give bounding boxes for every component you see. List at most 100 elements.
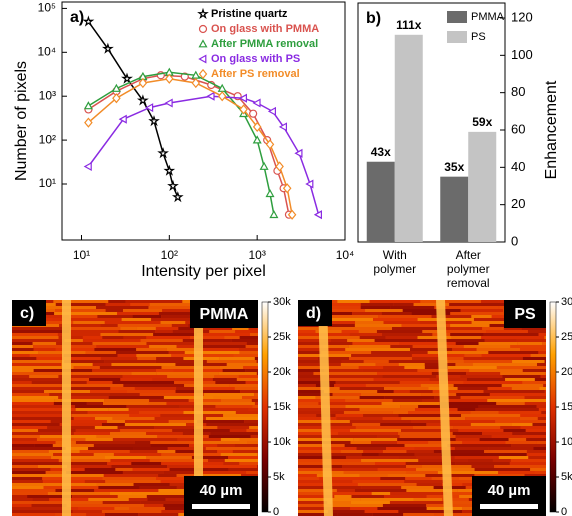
image-stripe: [176, 345, 195, 348]
image-stripe: [12, 333, 58, 336]
y-tick-label: 80: [511, 84, 525, 99]
image-stripe: [341, 360, 364, 363]
data-point: [118, 114, 127, 124]
image-stripe: [434, 513, 496, 516]
image-stripe: [298, 393, 333, 396]
image-stripe: [12, 495, 28, 498]
image-stripe: [117, 354, 137, 357]
image-stripe: [315, 396, 360, 399]
image-stripe: [49, 393, 110, 396]
image-stripe: [326, 435, 378, 438]
image-stripe: [219, 357, 255, 360]
image-stripe: [466, 378, 506, 381]
data-point: [267, 106, 276, 116]
data-point: [167, 179, 179, 191]
image-stripe: [196, 333, 250, 336]
image-stripe: [236, 378, 258, 381]
image-stripe: [61, 384, 124, 387]
image-stripe: [88, 447, 134, 450]
image-stripe: [317, 357, 350, 360]
image-stripe: [59, 423, 102, 426]
image-stripe: [100, 333, 154, 336]
image-stripe: [204, 393, 255, 396]
image-stripe: [125, 300, 183, 303]
image-stripe: [212, 378, 237, 381]
image-stripe: [215, 381, 246, 384]
image-stripe: [374, 339, 427, 342]
image-stripe: [331, 309, 366, 312]
image-stripe: [90, 390, 127, 393]
image-stripe: [64, 339, 83, 342]
image-stripe: [526, 438, 546, 441]
data-point: [136, 94, 149, 106]
image-stripe: [373, 318, 418, 321]
image-stripe: [528, 456, 546, 459]
image-stripe: [89, 378, 121, 381]
image-stripe: [239, 438, 258, 441]
x-tick-label: With: [383, 248, 407, 262]
image-stripe: [487, 399, 546, 402]
image-stripe: [75, 441, 135, 444]
image-stripe: [246, 429, 258, 432]
data-point: [171, 191, 184, 203]
image-stripe: [12, 375, 30, 378]
image-stripe: [85, 438, 113, 441]
value-label: 59x: [472, 115, 492, 129]
image-stripe: [330, 468, 378, 471]
image-stripe: [102, 477, 157, 480]
image-stripe: [12, 336, 59, 339]
image-stripe: [386, 447, 415, 450]
image-stripe: [238, 348, 258, 351]
image-stripe: [298, 396, 316, 399]
image-stripe: [324, 369, 363, 372]
image-stripe: [524, 402, 546, 405]
image-stripe: [332, 504, 383, 507]
image-stripe: [117, 426, 155, 429]
image-stripe: [375, 363, 399, 366]
image-stripe: [111, 465, 168, 468]
image-stripe: [92, 342, 147, 345]
image-stripe: [363, 414, 399, 417]
plot-frame: [357, 2, 506, 243]
value-label: 43x: [371, 145, 391, 159]
image-stripe: [298, 327, 328, 330]
image-stripe: [438, 345, 464, 348]
image-stripe: [522, 369, 546, 372]
image-stripe: [392, 411, 409, 414]
image-stripe: [195, 426, 218, 429]
image-stripe: [63, 387, 111, 390]
image-stripe: [409, 390, 433, 393]
image-stripe: [66, 471, 123, 474]
image-stripe: [112, 381, 175, 384]
image-stripe: [298, 456, 346, 459]
image-stripe: [172, 330, 210, 333]
legend-marker: [198, 68, 208, 80]
image-stripe: [12, 465, 38, 468]
image-stripe: [406, 471, 438, 474]
image-stripe: [525, 429, 546, 432]
image-stripe: [132, 468, 170, 471]
image-stripe: [298, 492, 333, 495]
data-point: [101, 42, 114, 54]
image-stripe: [459, 495, 480, 498]
image-stripe: [321, 351, 372, 354]
data-point: [157, 147, 169, 159]
image-stripe: [458, 429, 504, 432]
image-stripe: [362, 369, 418, 372]
image-stripe: [114, 507, 130, 510]
image-stripe: [105, 480, 161, 483]
image-stripe: [298, 429, 323, 432]
image-stripe: [157, 450, 176, 453]
image-stripe: [431, 315, 472, 318]
image-stripe: [378, 453, 415, 456]
image-band: [62, 300, 71, 516]
image-stripe: [508, 438, 527, 441]
image-stripe: [369, 300, 421, 303]
image-stripe: [146, 336, 191, 339]
image-stripe: [12, 513, 55, 516]
image-stripe: [248, 408, 258, 411]
image-stripe: [55, 303, 106, 306]
image-stripe: [12, 414, 72, 417]
image-stripe: [334, 384, 366, 387]
image-stripe: [61, 363, 93, 366]
